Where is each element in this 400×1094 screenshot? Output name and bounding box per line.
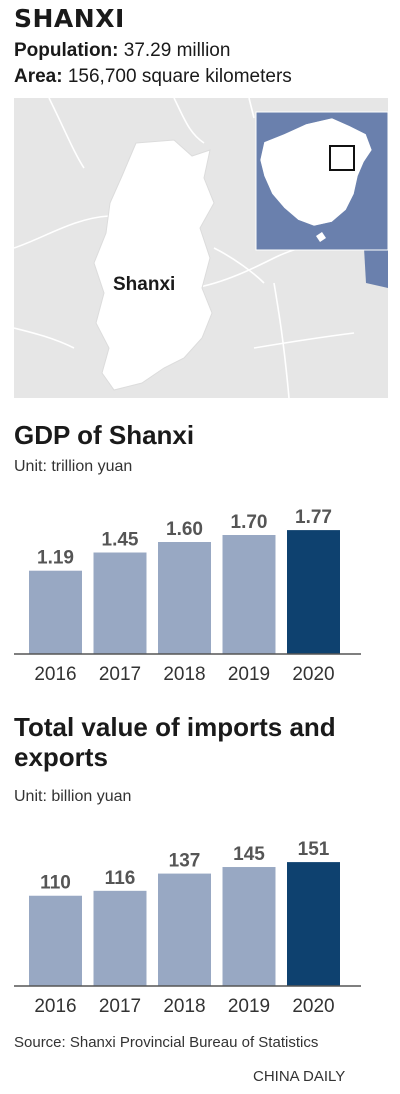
x-tick-2020: 2020	[292, 996, 334, 1017]
x-tick-2017: 2017	[99, 996, 141, 1017]
bar-2018	[158, 873, 211, 986]
value-label-2019: 145	[233, 844, 265, 865]
x-tick-2016: 2016	[34, 664, 76, 685]
source-note: Source: Shanxi Provincial Bureau of Stat…	[14, 1034, 319, 1051]
x-tick-2018: 2018	[163, 664, 205, 685]
value-label-2018: 1.60	[166, 519, 203, 540]
value-label-2017: 116	[105, 868, 136, 889]
trade-bar-chart: 110 2016 116 2017 137 2018 145 2019 151 2020	[14, 839, 361, 1017]
inset-island	[316, 232, 326, 242]
value-label-2017: 1.45	[102, 530, 139, 551]
value-label-2018: 137	[169, 851, 201, 872]
bar-2020	[287, 530, 340, 654]
page-title: SHANXI	[14, 4, 125, 33]
gdp-chart-title: GDP of Shanxi	[14, 420, 195, 450]
inset-highlight-box	[329, 145, 355, 171]
bar-2016	[29, 570, 82, 654]
bar-2017	[93, 890, 147, 986]
bar-2017	[93, 552, 147, 654]
area-stat: Area: 156,700 square kilometers	[14, 66, 292, 88]
x-tick-2018: 2018	[163, 996, 205, 1017]
bar-2019	[222, 535, 276, 654]
population-stat: Population: 37.29 million	[14, 40, 230, 62]
area-value: 156,700 square kilometers	[67, 66, 292, 87]
trade-unit-label: Unit: billion yuan	[14, 788, 132, 805]
bar-2016	[29, 895, 82, 986]
gdp-unit-label: Unit: trillion yuan	[14, 458, 133, 475]
location-map: Shanxi	[14, 98, 388, 398]
x-tick-2020: 2020	[292, 664, 334, 685]
value-label-2019: 1.70	[231, 512, 268, 533]
value-label-2016: 1.19	[37, 548, 74, 569]
credit-label: CHINA DAILY	[253, 1068, 346, 1085]
x-tick-2017: 2017	[99, 664, 141, 685]
population-label: Population:	[14, 40, 119, 61]
value-label-2020: 1.77	[295, 507, 332, 528]
gdp-bar-chart: 1.19 2016 1.45 2017 1.60 2018 1.70 2019 1.77 2020	[14, 507, 361, 685]
shanxi-region	[93, 139, 215, 391]
x-tick-2016: 2016	[34, 996, 76, 1017]
value-label-2016: 110	[40, 873, 71, 894]
map-borders	[14, 98, 355, 398]
trade-chart-title: Total value of imports and exports	[14, 712, 336, 772]
value-label-2020: 151	[298, 839, 330, 860]
bar-2020	[287, 862, 340, 986]
bar-2018	[158, 542, 211, 654]
population-value: 37.29 million	[123, 40, 231, 61]
x-tick-2019: 2019	[228, 996, 270, 1017]
area-label: Area:	[14, 66, 63, 87]
x-tick-2019: 2019	[228, 664, 270, 685]
bar-2019	[222, 867, 276, 986]
region-label: Shanxi	[113, 274, 175, 295]
china-inset-map	[255, 111, 388, 251]
